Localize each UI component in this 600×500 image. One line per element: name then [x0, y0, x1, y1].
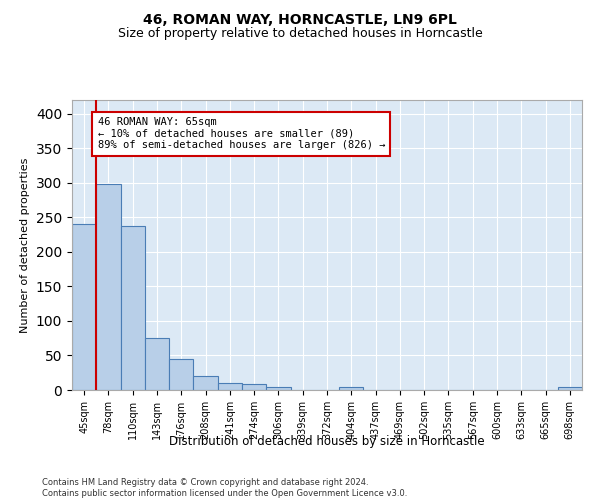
Bar: [266, 386, 290, 390]
Bar: [242, 384, 266, 390]
Text: Contains HM Land Registry data © Crown copyright and database right 2024.
Contai: Contains HM Land Registry data © Crown c…: [42, 478, 407, 498]
Bar: [218, 383, 242, 390]
Bar: [145, 338, 169, 390]
Bar: [339, 387, 364, 390]
Text: Distribution of detached houses by size in Horncastle: Distribution of detached houses by size …: [169, 435, 485, 448]
Y-axis label: Number of detached properties: Number of detached properties: [20, 158, 31, 332]
Bar: [193, 376, 218, 390]
Bar: [96, 184, 121, 390]
Bar: [558, 387, 582, 390]
Text: 46 ROMAN WAY: 65sqm
← 10% of detached houses are smaller (89)
89% of semi-detach: 46 ROMAN WAY: 65sqm ← 10% of detached ho…: [97, 118, 385, 150]
Bar: [169, 359, 193, 390]
Text: Size of property relative to detached houses in Horncastle: Size of property relative to detached ho…: [118, 28, 482, 40]
Text: 46, ROMAN WAY, HORNCASTLE, LN9 6PL: 46, ROMAN WAY, HORNCASTLE, LN9 6PL: [143, 12, 457, 26]
Bar: [72, 224, 96, 390]
Bar: [121, 226, 145, 390]
